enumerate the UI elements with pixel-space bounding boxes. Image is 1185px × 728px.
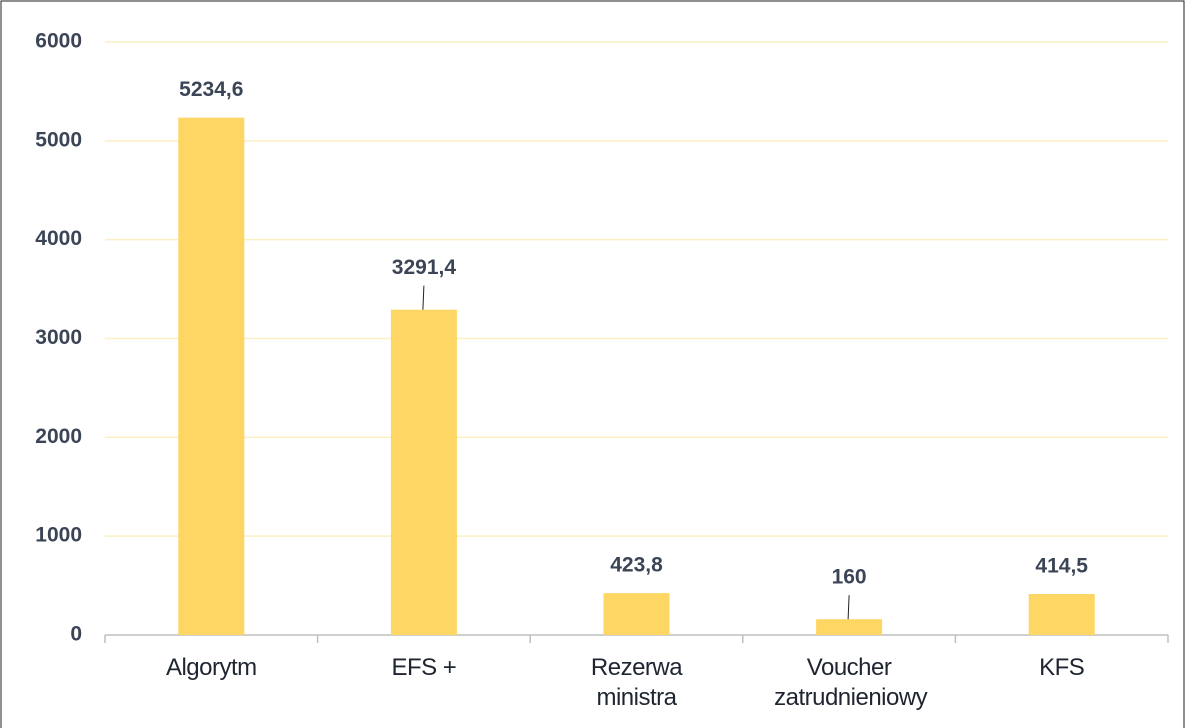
bar <box>390 309 457 635</box>
value-label: 5234,6 <box>179 78 243 101</box>
leader-line <box>422 285 425 310</box>
y-tick-label: 1000 <box>35 524 82 547</box>
y-tick-label: 2000 <box>35 425 82 448</box>
value-label: 423,8 <box>610 554 663 577</box>
bar <box>178 117 245 635</box>
x-tick-label: EFS + <box>391 654 457 681</box>
bar <box>1028 594 1095 635</box>
y-tick-label: 4000 <box>35 227 82 250</box>
value-label: 414,5 <box>1035 555 1088 578</box>
x-tick-label: KFS <box>1039 654 1085 681</box>
x-tick-label: Rezerwa ministra <box>590 654 683 711</box>
value-label: 160 <box>832 566 867 589</box>
bar <box>603 593 670 635</box>
x-tick-label: Algorytm <box>165 654 257 681</box>
y-tick-label: 6000 <box>35 30 82 53</box>
bar <box>816 619 883 635</box>
y-tick-label: 0 <box>70 623 82 646</box>
y-tick-label: 3000 <box>35 326 82 349</box>
y-tick-label: 5000 <box>35 128 82 151</box>
value-label: 3291,4 <box>392 256 457 279</box>
x-tick-label: Voucher zatrudnieniowy <box>774 654 928 711</box>
leader-line <box>847 595 850 620</box>
